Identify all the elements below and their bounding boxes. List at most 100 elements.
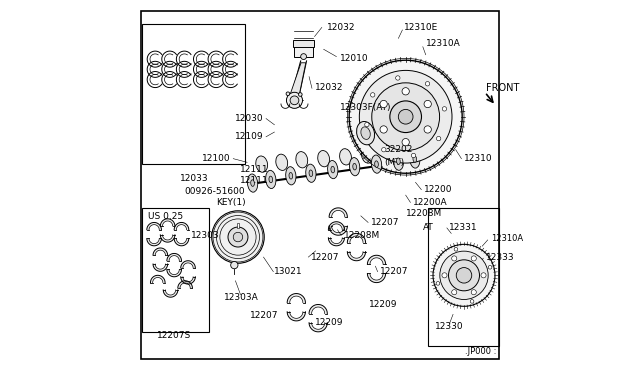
Circle shape [436, 282, 440, 285]
Polygon shape [163, 290, 178, 297]
Circle shape [488, 266, 492, 269]
Polygon shape [153, 264, 168, 271]
Circle shape [454, 247, 458, 251]
Ellipse shape [331, 166, 335, 173]
Text: 12310: 12310 [464, 154, 493, 163]
Ellipse shape [393, 152, 404, 170]
Text: 12207: 12207 [250, 311, 278, 320]
Text: FRONT: FRONT [486, 83, 519, 93]
Polygon shape [287, 294, 305, 303]
Text: 12207: 12207 [311, 253, 339, 262]
Ellipse shape [296, 152, 308, 168]
Polygon shape [289, 63, 306, 97]
Polygon shape [167, 253, 182, 261]
Circle shape [433, 244, 495, 306]
Circle shape [402, 88, 410, 95]
Text: 12207: 12207 [380, 267, 409, 276]
Text: .JP000 :: .JP000 : [465, 347, 497, 356]
Ellipse shape [251, 180, 254, 186]
Circle shape [471, 256, 476, 261]
Polygon shape [150, 275, 165, 283]
Polygon shape [329, 226, 348, 235]
Polygon shape [167, 269, 182, 277]
Circle shape [230, 262, 238, 269]
Polygon shape [309, 305, 327, 314]
Ellipse shape [266, 170, 276, 189]
Polygon shape [367, 273, 386, 283]
Ellipse shape [248, 174, 258, 192]
Circle shape [426, 81, 429, 86]
Polygon shape [161, 219, 175, 226]
Circle shape [372, 83, 440, 151]
Circle shape [412, 153, 416, 158]
Bar [237, 224, 239, 228]
Polygon shape [180, 277, 195, 284]
Circle shape [440, 251, 488, 299]
Circle shape [390, 101, 422, 132]
Ellipse shape [361, 127, 371, 140]
Ellipse shape [328, 160, 338, 179]
Circle shape [380, 100, 387, 108]
Text: 12310E: 12310E [404, 23, 438, 32]
Circle shape [424, 126, 431, 133]
Text: 12109: 12109 [235, 132, 264, 141]
Text: 12032: 12032 [327, 23, 356, 32]
Text: 12111: 12111 [241, 176, 269, 185]
Text: 12207S: 12207S [157, 331, 191, 340]
Polygon shape [348, 233, 365, 243]
Ellipse shape [317, 151, 330, 167]
Ellipse shape [362, 147, 373, 163]
Text: 32202: 32202 [384, 145, 412, 154]
Circle shape [442, 273, 447, 278]
Polygon shape [309, 323, 327, 332]
Circle shape [449, 260, 479, 291]
Text: 12330: 12330 [435, 322, 464, 331]
Circle shape [402, 138, 410, 146]
Circle shape [471, 290, 476, 295]
Polygon shape [147, 238, 161, 246]
Text: 12208M: 12208M [406, 209, 442, 218]
Circle shape [452, 256, 457, 261]
Circle shape [456, 267, 472, 283]
Polygon shape [328, 238, 344, 246]
Polygon shape [161, 235, 175, 242]
Bar [428, 208, 499, 346]
Circle shape [212, 211, 264, 263]
Text: 12310A: 12310A [426, 39, 460, 48]
Circle shape [359, 70, 452, 163]
Text: 12200: 12200 [424, 185, 452, 194]
Polygon shape [180, 261, 195, 268]
Ellipse shape [397, 158, 400, 164]
Circle shape [286, 92, 290, 96]
Polygon shape [328, 222, 344, 230]
Bar [142, 208, 209, 332]
Text: 12207: 12207 [371, 218, 399, 227]
Text: 12303: 12303 [191, 231, 220, 240]
Circle shape [349, 60, 462, 173]
Text: KEY(1): KEY(1) [216, 198, 245, 207]
Circle shape [298, 93, 302, 96]
Text: 12303A: 12303A [224, 293, 259, 302]
Circle shape [398, 109, 413, 124]
Ellipse shape [276, 154, 287, 170]
Polygon shape [329, 208, 348, 217]
Circle shape [481, 273, 486, 278]
Ellipse shape [383, 145, 395, 161]
Circle shape [365, 122, 369, 127]
Text: (MT): (MT) [384, 158, 404, 167]
Polygon shape [178, 281, 193, 288]
Text: 12310A: 12310A [491, 234, 523, 243]
Ellipse shape [309, 170, 313, 176]
Ellipse shape [356, 122, 374, 145]
Text: 12209: 12209 [315, 318, 344, 327]
Circle shape [371, 93, 375, 97]
Circle shape [442, 107, 447, 111]
Circle shape [470, 299, 474, 303]
Text: 12032: 12032 [314, 83, 343, 92]
Polygon shape [348, 251, 365, 261]
Circle shape [452, 290, 457, 295]
Polygon shape [147, 222, 161, 230]
Ellipse shape [256, 156, 268, 172]
Text: 00926-51600: 00926-51600 [185, 187, 245, 196]
Polygon shape [367, 255, 386, 264]
